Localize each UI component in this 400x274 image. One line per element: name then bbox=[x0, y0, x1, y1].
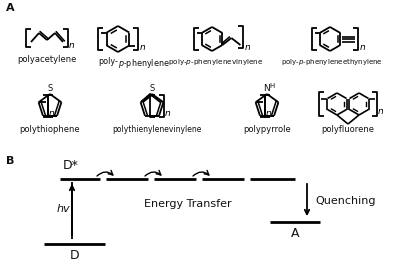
Text: polythienylenevinylene: polythienylenevinylene bbox=[112, 125, 202, 134]
Text: D*: D* bbox=[63, 159, 79, 172]
Text: Quenching: Quenching bbox=[315, 196, 376, 206]
Text: polypyrrole: polypyrrole bbox=[243, 125, 291, 134]
Text: S: S bbox=[47, 84, 53, 93]
Text: A: A bbox=[291, 227, 299, 240]
Text: polyacetylene: polyacetylene bbox=[17, 55, 77, 64]
Text: n: n bbox=[48, 110, 54, 118]
Text: A: A bbox=[6, 3, 15, 13]
Text: N: N bbox=[263, 84, 269, 93]
Text: n: n bbox=[266, 110, 271, 118]
Text: n: n bbox=[139, 42, 145, 52]
Text: polythiophene: polythiophene bbox=[20, 125, 80, 134]
Text: n: n bbox=[244, 42, 250, 52]
Text: B: B bbox=[6, 156, 14, 166]
Text: S: S bbox=[149, 84, 155, 93]
Text: n: n bbox=[378, 107, 383, 116]
Text: poly-$p$-phenylenevinylene: poly-$p$-phenylenevinylene bbox=[168, 57, 264, 67]
Text: polyfluorene: polyfluorene bbox=[322, 125, 374, 134]
Text: H: H bbox=[269, 83, 275, 89]
Text: $p$-phenylene: $p$-phenylene bbox=[118, 57, 170, 70]
Text: n: n bbox=[69, 41, 75, 50]
Text: poly-$p$-phenyleneethynylene: poly-$p$-phenyleneethynylene bbox=[281, 57, 383, 67]
Text: poly-: poly- bbox=[98, 57, 118, 66]
Text: n: n bbox=[359, 42, 365, 52]
Text: Energy Transfer: Energy Transfer bbox=[144, 199, 231, 209]
Text: n: n bbox=[164, 110, 170, 118]
Text: hv: hv bbox=[56, 204, 70, 215]
Text: D: D bbox=[70, 249, 79, 262]
